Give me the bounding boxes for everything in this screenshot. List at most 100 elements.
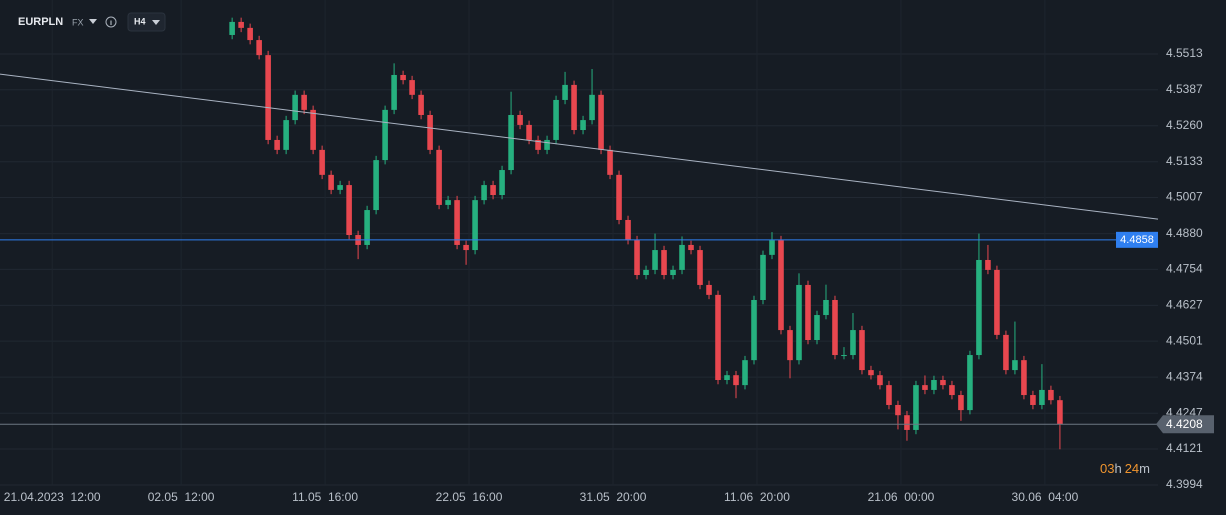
candle-body [841,355,847,357]
candle-body [877,375,883,386]
candle-body [373,160,379,211]
candle-body [328,174,334,190]
candle-body [697,250,703,285]
y-tick-label: 4.4374 [1166,369,1203,383]
candle-body [823,299,829,316]
candle-body [409,80,415,95]
y-tick-label: 4.5513 [1166,46,1203,60]
overlay: 4.4858 4.4208 [0,73,1214,434]
candle-body [760,254,766,300]
candle-body [490,185,496,196]
candle-body [391,74,397,110]
y-tick-label: 4.4627 [1166,298,1203,312]
symbol-dropdown[interactable] [89,19,97,24]
candle-body [634,240,640,276]
candle-body [283,120,289,150]
y-tick-label: 4.5260 [1166,118,1203,132]
candle-body [238,21,244,28]
countdown-minutes: 24 [1125,461,1139,476]
candle-body [247,27,253,41]
y-tick-label: 4.5133 [1166,154,1203,168]
candle-body [904,415,910,430]
candle-body [850,330,856,356]
timeframe-button[interactable] [127,12,166,32]
candle-body [463,244,469,251]
candle-body [949,385,955,396]
x-tick-label: 21.06 00:00 [868,490,935,504]
x-tick-label: 22.05 16:00 [436,490,503,504]
candle-body [319,149,325,175]
candle-body [454,200,460,245]
x-tick-label: 21.04.2023 12:00 [4,490,101,504]
timeframe-dropdown[interactable] [152,20,160,25]
candle-body [643,269,649,276]
candle-body [1021,360,1027,396]
x-tick-label: 11.06 20:00 [724,490,790,504]
candle-body [616,174,622,220]
candle-body [994,269,1000,335]
candle-body [1057,400,1063,425]
candle-body [508,114,514,171]
candle-body [607,149,613,175]
candle-body [787,330,793,361]
candle-body [418,94,424,115]
candle-body [769,240,775,255]
candle-body [967,355,973,411]
countdown: 03h 24m [1100,461,1150,476]
candle-body [580,120,586,131]
candle-body [859,330,865,371]
candle-body [436,149,442,205]
y-tick-label: 4.4501 [1166,333,1203,347]
candle-body [931,380,937,390]
info-icon[interactable] [105,16,117,28]
candle-body [652,250,658,270]
candle-body [517,114,523,125]
symbol: EURPLN [18,16,63,28]
candle-body [742,360,748,386]
candle-body [625,219,631,241]
candle-body [229,21,235,35]
y-tick-label: 4.4880 [1166,226,1203,240]
candle-body [400,74,406,81]
candle-body [1012,360,1018,371]
candle-body [976,259,982,356]
candle-body [1003,334,1009,371]
candle-body [481,185,487,201]
horizontal-line-label: 4.4858 [1120,234,1154,246]
candle-body [364,210,370,245]
candle-body [1048,389,1054,401]
y-tick-label: 4.4121 [1166,441,1203,455]
timeframe: H4 [134,16,146,26]
candle-body [940,380,946,386]
candle-body [814,315,820,341]
candle-body [958,395,964,411]
candle-body [544,139,550,150]
candle-body [661,250,667,276]
candle-body [679,244,685,270]
candle-body [274,139,280,150]
candle-body [733,375,739,386]
candle-body [445,200,451,205]
candle-body [535,139,541,150]
y-tick-label: 4.4754 [1166,262,1203,276]
last-price-tag [1156,415,1214,434]
candle-body [301,94,307,110]
market: FX [72,17,84,27]
countdown-h: h [1114,461,1121,476]
candle-body [1039,389,1045,405]
candle-body [688,244,694,251]
candle-body [895,404,901,416]
candle-body [382,109,388,161]
candle-body [796,284,802,361]
x-tick-label: 30.06 04:00 [1012,490,1079,504]
candle-body [715,294,721,381]
candle-body [805,284,811,341]
marks [229,17,1063,450]
candle-body [589,94,595,121]
candle-body [310,109,316,150]
countdown-hours: 03 [1100,461,1114,476]
y-tick-label: 4.5007 [1166,190,1203,204]
candle-body [256,40,262,56]
candle-body [832,299,838,356]
